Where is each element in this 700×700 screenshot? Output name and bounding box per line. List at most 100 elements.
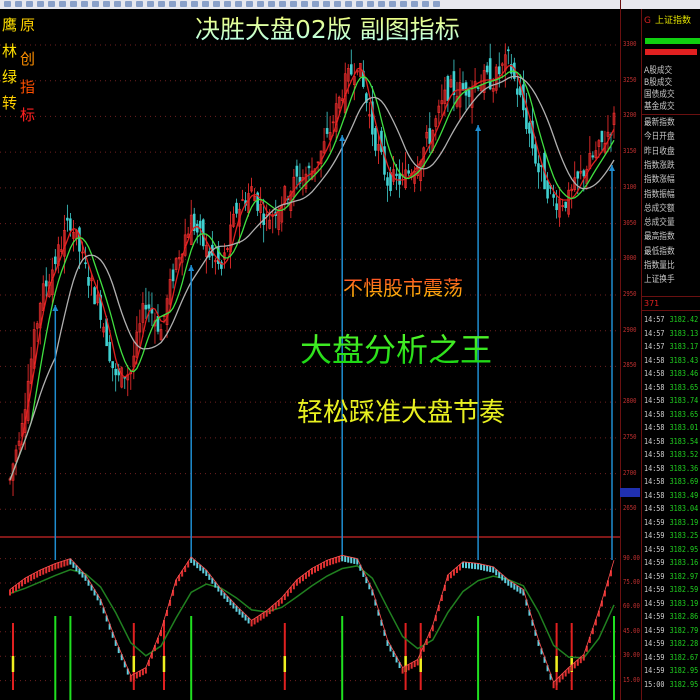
toolbar-icon[interactable]	[246, 1, 253, 7]
toolbar-icon[interactable]	[125, 1, 132, 7]
candle-body	[386, 177, 389, 186]
tick-count: 371	[644, 299, 660, 308]
tick-row: 14:59 3183.19	[644, 518, 698, 527]
candle-body	[331, 121, 335, 124]
toolbar-icon[interactable]	[114, 1, 121, 7]
toolbar-icon[interactable]	[59, 1, 66, 7]
tick-price: 3182.59	[669, 585, 699, 594]
tick-price: 3182.97	[669, 571, 699, 581]
candle-body	[144, 304, 148, 310]
toolbar-icon[interactable]	[312, 1, 319, 7]
toolbar-icon[interactable]	[26, 1, 33, 7]
toolbar-icon[interactable]	[158, 1, 165, 7]
stat-label: 最新指数	[644, 118, 675, 128]
candle-body	[449, 79, 453, 88]
stat-label: 指数振幅	[644, 189, 675, 200]
tick-row: 14:58 3183.36	[644, 464, 698, 473]
tick-row: 14:57 3183.17	[644, 342, 698, 351]
tick-time: 14:58	[644, 504, 665, 513]
price-axis-label: 3150	[623, 147, 637, 156]
stat-label: B股成交	[644, 78, 673, 88]
toolbar-icon[interactable]	[268, 1, 275, 7]
toolbar-icon[interactable]	[334, 1, 341, 7]
toolbar-icon[interactable]	[433, 1, 440, 7]
tick-time: 14:58	[644, 477, 665, 486]
toolbar-icon[interactable]	[191, 1, 198, 7]
osc-axis-label: 45.00	[623, 626, 640, 635]
toolbar-icon[interactable]	[37, 1, 44, 7]
toolbar-icon[interactable]	[180, 1, 187, 7]
candle-body	[461, 83, 465, 90]
toolbar-icon[interactable]	[400, 1, 407, 7]
toolbar-icon[interactable]	[422, 1, 429, 7]
toolbar-icon[interactable]	[103, 1, 110, 7]
toolbar-icon[interactable]	[235, 1, 242, 7]
toolbar-icon[interactable]	[81, 1, 88, 7]
toolbar-icon[interactable]	[15, 1, 22, 7]
toolbar-icon[interactable]	[367, 1, 374, 7]
toolbar-icon[interactable]	[290, 1, 297, 7]
candle-body	[597, 140, 601, 147]
toolbar-icon[interactable]	[147, 1, 154, 7]
toolbar-icon[interactable]	[224, 1, 231, 7]
toolbar-icon[interactable]	[345, 1, 352, 7]
toolbar-icon[interactable]	[257, 1, 264, 7]
toolbar-icon[interactable]	[169, 1, 176, 7]
toolbar-icon[interactable]	[136, 1, 143, 7]
stat-label: 基金成交	[644, 102, 675, 112]
candle-body	[226, 248, 229, 250]
toolbar-icon[interactable]	[356, 1, 363, 7]
candle-body	[14, 449, 18, 462]
toolbar-icon[interactable]	[48, 1, 55, 7]
stat-label: 指数涨幅	[644, 175, 675, 186]
tick-time: 14:58	[644, 436, 665, 446]
candle-body	[428, 128, 432, 144]
candle-body	[537, 163, 540, 173]
toolbar-icon[interactable]	[213, 1, 220, 7]
candle-body	[138, 323, 142, 333]
slogan-line-2: 大盘分析之王	[300, 325, 492, 371]
toolbar-icon[interactable]	[92, 1, 99, 7]
tick-row: 14:59 3182.97	[644, 572, 698, 581]
tick-time: 14:58	[644, 423, 665, 432]
toolbar-icon[interactable]	[301, 1, 308, 7]
candle-body	[168, 278, 172, 305]
candle-body	[53, 256, 57, 265]
candle-body	[205, 244, 208, 257]
sell-strength-bar	[645, 49, 697, 55]
tick-price: 3182.95	[669, 666, 699, 675]
candle-body	[238, 208, 241, 227]
candle-body	[11, 463, 15, 481]
osc-line	[9, 554, 615, 683]
candle-body	[389, 172, 392, 191]
buy-arrow-icon	[475, 125, 482, 131]
tick-time: 14:59	[644, 612, 665, 621]
candle-body	[482, 70, 486, 93]
candle-body	[17, 440, 21, 446]
candle-body	[319, 150, 323, 164]
toolbar-icon[interactable]	[323, 1, 330, 7]
candle-body	[35, 323, 39, 329]
toolbar-icon[interactable]	[279, 1, 286, 7]
candle-body	[576, 171, 580, 179]
toolbar-icon[interactable]	[411, 1, 418, 7]
tick-time: 14:59	[644, 666, 665, 675]
toolbar-icon[interactable]	[389, 1, 396, 7]
candle-body	[346, 68, 350, 82]
toolbar-icon[interactable]	[70, 1, 77, 7]
toolbar-icon[interactable]	[202, 1, 209, 7]
tick-price: 3183.46	[669, 369, 699, 378]
osc-axis-label: 75.00	[623, 577, 640, 586]
toolbar-icon[interactable]	[378, 1, 385, 7]
page-title: 决胜大盘02版 副图指标	[195, 10, 460, 46]
buy-arrow-icon	[609, 165, 615, 171]
tick-price: 3183.19	[669, 517, 699, 527]
toolbar-icon[interactable]	[4, 1, 11, 7]
candle-body	[159, 329, 163, 341]
candle-body	[561, 205, 564, 207]
candle-body	[377, 144, 380, 151]
candle-body	[259, 204, 262, 213]
candle-body	[90, 277, 93, 282]
buy-strength-bar	[645, 38, 700, 44]
tick-price: 3183.65	[669, 382, 699, 392]
